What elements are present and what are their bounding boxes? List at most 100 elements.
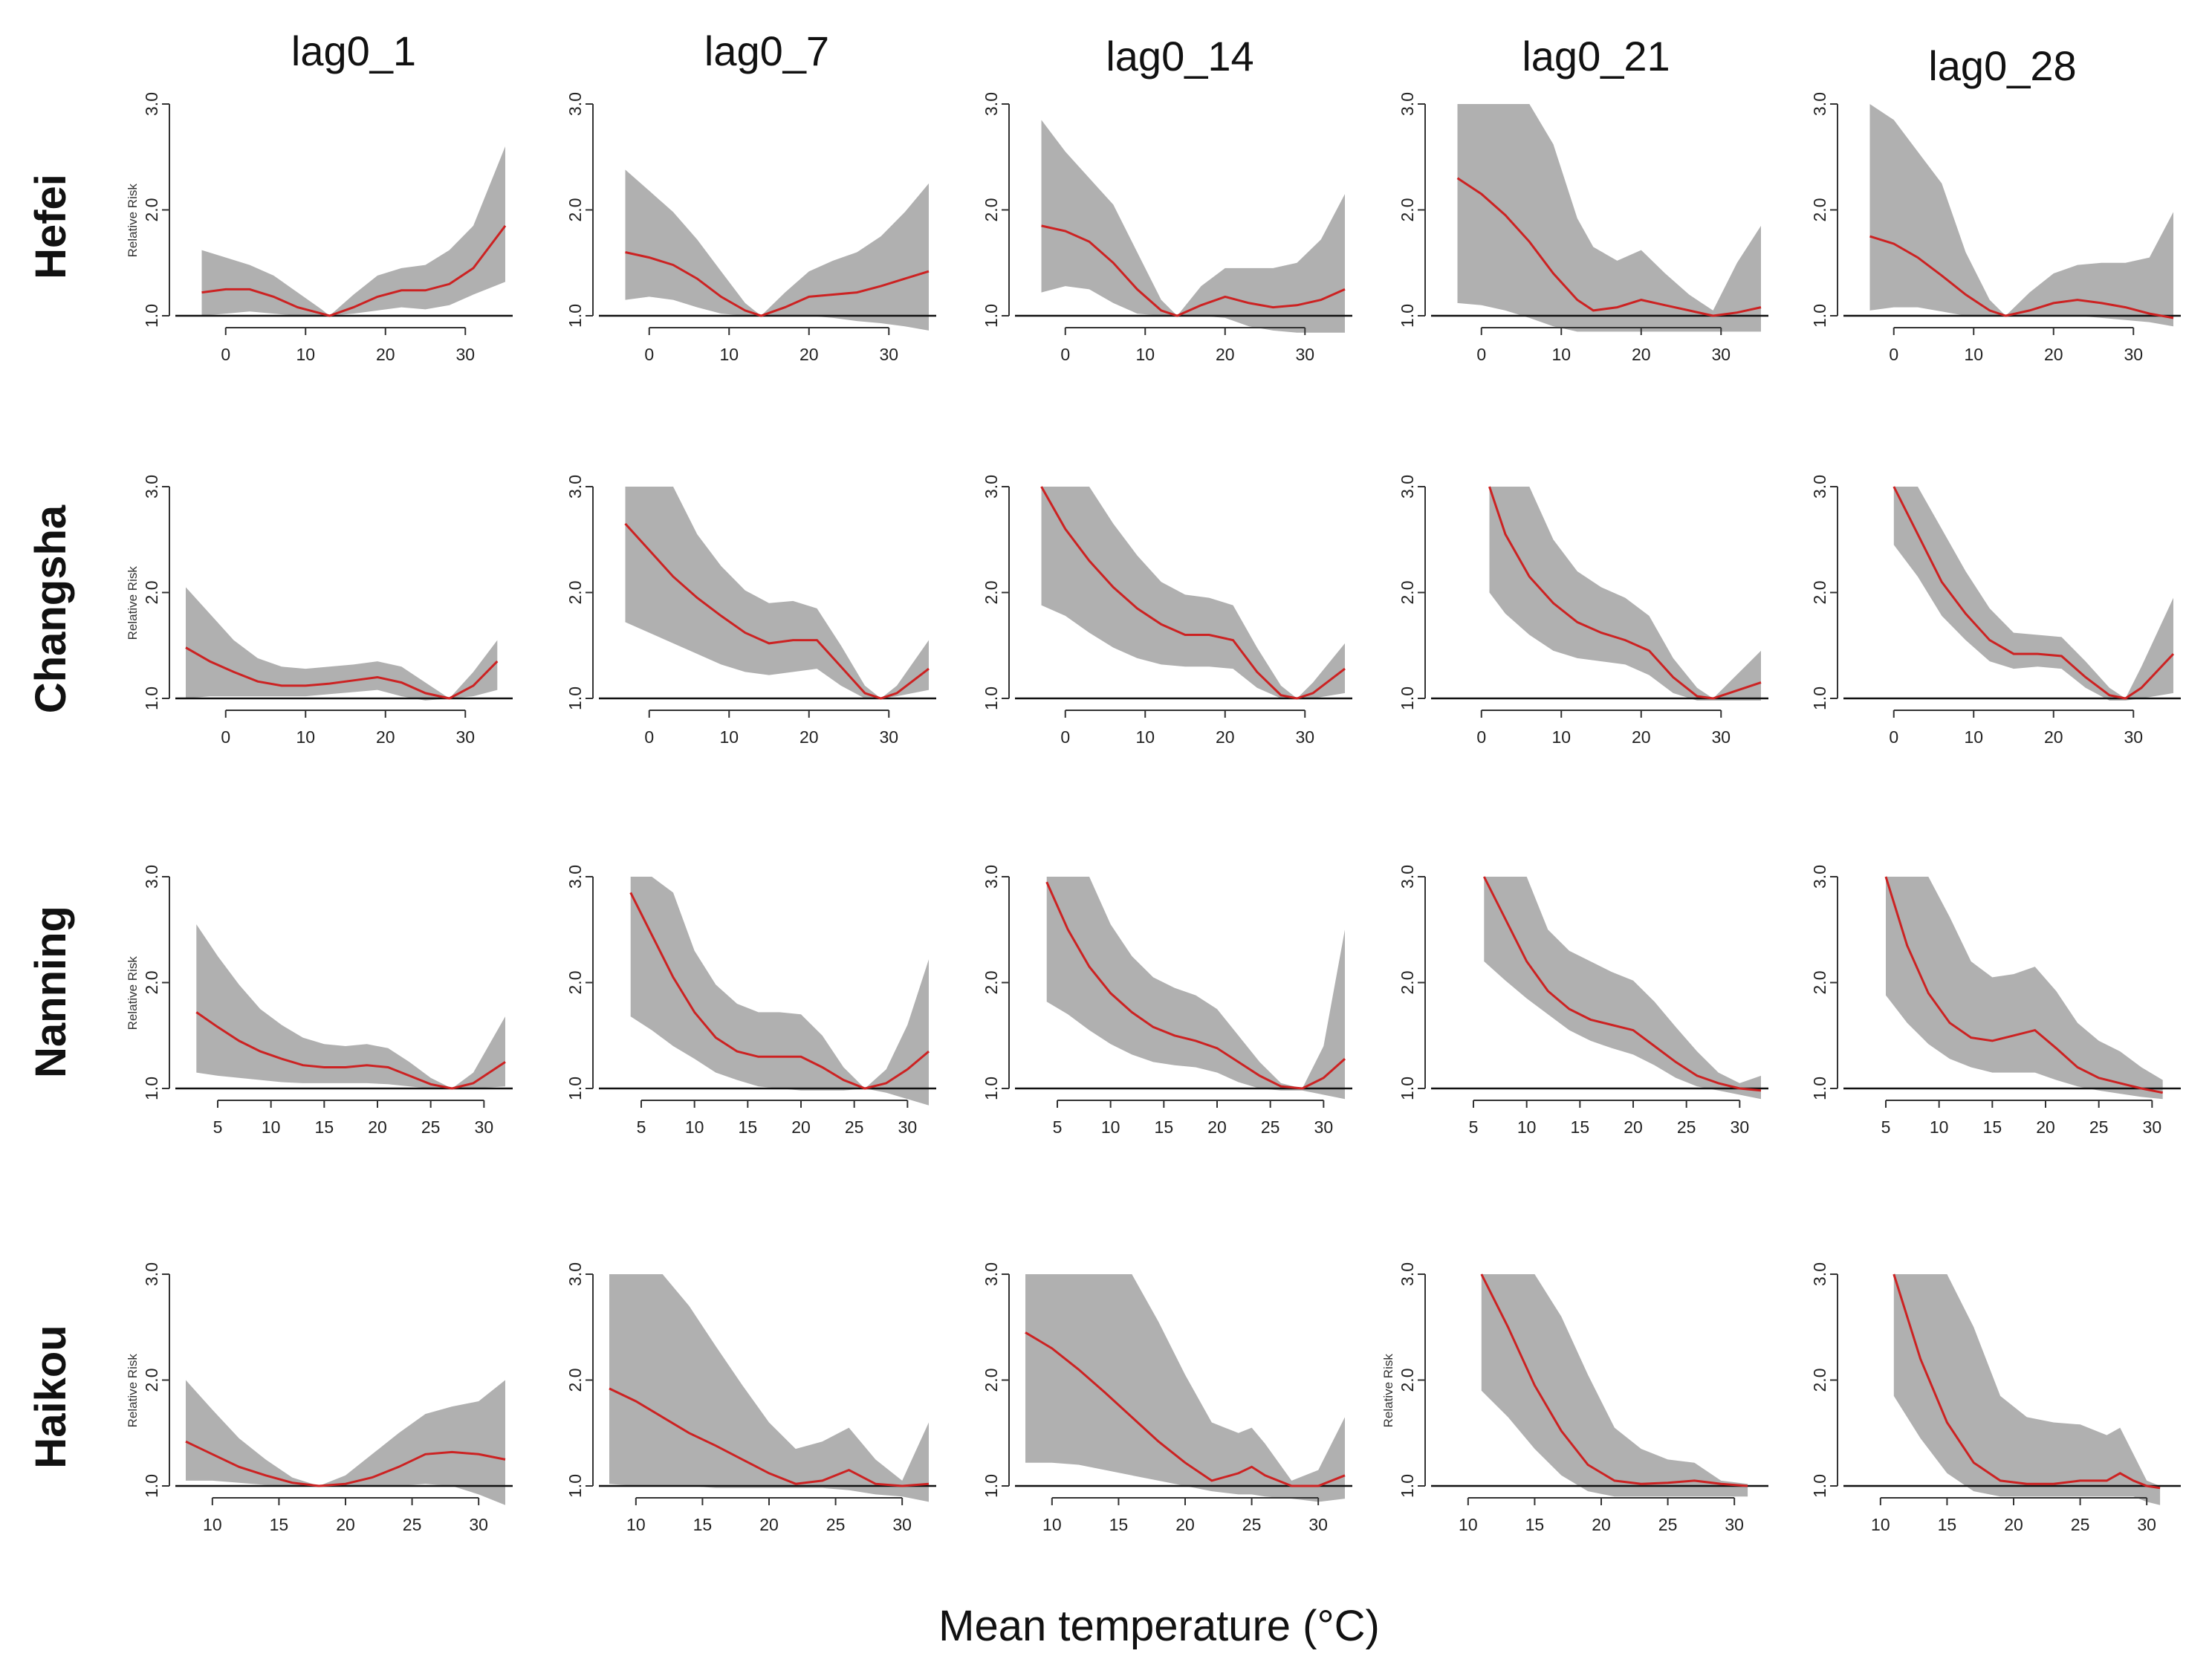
y-axis-label: Relative Risk (126, 956, 140, 1031)
panel-changsha-lag0-14: 1.0 2.0 3.0 0 10 20 30 (982, 475, 1352, 747)
panel-changsha-lag0-7: 1.0 2.0 3.0 0 10 20 30 (565, 475, 936, 747)
y-tick-label: 3.0 (982, 92, 1001, 116)
x-tick-label: 30 (1731, 1117, 1750, 1137)
y-tick-label: 1.0 (1810, 687, 1829, 710)
y-tick-label: 3.0 (565, 865, 585, 889)
x-tick-label: 25 (1677, 1117, 1696, 1137)
x-tick-label: 15 (1571, 1117, 1590, 1137)
x-tick-label: 30 (1314, 1117, 1334, 1137)
y-tick-label: 1.0 (1810, 1474, 1829, 1498)
x-tick-label: 0 (1476, 345, 1486, 364)
panel-nanning-lag0-7: 1.0 2.0 3.0 5 10 15 20 25 30 (565, 865, 936, 1137)
x-tick-label: 20 (1216, 727, 1235, 747)
x-tick-label: 0 (1889, 345, 1898, 364)
y-tick-label: 3.0 (1810, 475, 1829, 499)
y-tick-label: 2.0 (142, 581, 161, 605)
x-tick-label: 30 (1295, 345, 1314, 364)
panel-nanning-lag0-21: 1.0 2.0 3.0 5 10 15 20 25 30 (1398, 865, 1768, 1137)
x-tick-label: 5 (1469, 1117, 1479, 1137)
x-tick-label: 10 (1551, 345, 1571, 364)
confidence-band (201, 146, 505, 316)
y-tick-label: 2.0 (565, 1369, 585, 1392)
relative-risk-curve (629, 892, 930, 1090)
x-tick-label: 20 (759, 1515, 779, 1534)
x-tick-label: 10 (1930, 1117, 1949, 1137)
relative-risk-curve (1884, 876, 2163, 1094)
x-tick-label: 5 (213, 1117, 223, 1137)
y-tick-label: 2.0 (1810, 581, 1829, 605)
x-tick-label: 10 (1551, 727, 1571, 747)
y-tick-label: 2.0 (1398, 1369, 1417, 1392)
y-tick-label: 1.0 (142, 304, 161, 328)
panel-changsha-lag0-21: 1.0 2.0 3.0 0 10 20 30 (1398, 475, 1768, 747)
relative-risk-curve (624, 522, 930, 700)
y-tick-label: 1.0 (1398, 304, 1417, 328)
y-axis-label: Relative Risk (126, 184, 140, 258)
y-axis-label: Relative Risk (126, 566, 140, 640)
y-tick-label: 3.0 (1398, 1262, 1417, 1286)
confidence-band (186, 587, 498, 701)
confidence-band (1893, 1274, 2161, 1505)
y-tick-label: 1.0 (1810, 1077, 1829, 1100)
y-axis-label: Relative Risk (1381, 1354, 1395, 1428)
panel-changsha-lag0-1: 1.0 2.0 3.0 Relative Risk 0 10 20 30 (126, 475, 513, 747)
relative-risk-curve (1488, 486, 1762, 700)
x-tick-label: 10 (626, 1515, 646, 1534)
x-tick-label: 30 (1711, 345, 1731, 364)
panel-hefei-lag0-21: 1.0 2.0 3.0 0 10 20 30 (1398, 92, 1768, 364)
y-tick-label: 2.0 (1810, 198, 1829, 222)
y-tick-label: 1.0 (565, 304, 585, 328)
x-tick-label: 15 (1109, 1515, 1129, 1534)
x-tick-label: 20 (1632, 727, 1651, 747)
x-tick-label: 10 (1964, 345, 1983, 364)
x-tick-label: 15 (1155, 1117, 1174, 1137)
confidence-band (1041, 487, 1345, 698)
x-tick-label: 20 (800, 727, 819, 747)
column-title-lag0-21: lag0_21 (1522, 33, 1670, 79)
x-tick-label: 10 (1135, 727, 1155, 747)
panel-hefei-lag0-28: 1.0 2.0 3.0 0 10 20 30 (1810, 92, 2181, 364)
row-title-haikou: Haikou (27, 1325, 75, 1468)
x-tick-label: 10 (1135, 345, 1155, 364)
y-tick-label: 3.0 (565, 475, 585, 499)
x-tick-label: 20 (2044, 727, 2063, 747)
x-tick-label: 10 (203, 1515, 222, 1534)
y-tick-label: 1.0 (1810, 304, 1829, 328)
y-tick-label: 1.0 (142, 1077, 161, 1100)
x-tick-label: 10 (296, 345, 315, 364)
y-tick-label: 2.0 (1810, 971, 1829, 995)
y-tick-label: 1.0 (1398, 687, 1417, 710)
x-tick-label: 10 (1459, 1515, 1478, 1534)
x-tick-label: 10 (719, 727, 739, 747)
x-tick-label: 10 (1517, 1117, 1537, 1137)
x-tick-label: 5 (1881, 1117, 1891, 1137)
x-tick-label: 30 (1711, 727, 1731, 747)
x-tick-label: 30 (2124, 727, 2143, 747)
x-tick-label: 20 (1175, 1515, 1195, 1534)
y-tick-label: 3.0 (982, 865, 1001, 889)
x-tick-label: 15 (739, 1117, 758, 1137)
y-tick-label: 1.0 (1398, 1474, 1417, 1498)
x-tick-label: 10 (719, 345, 739, 364)
x-tick-label: 20 (368, 1117, 387, 1137)
relative-risk-curve (1869, 235, 2174, 319)
relative-risk-curve (1892, 1273, 2161, 1490)
relative-risk-curve (1456, 177, 1762, 317)
confidence-band (1481, 1274, 1748, 1497)
y-tick-label: 3.0 (565, 92, 585, 116)
y-tick-label: 2.0 (1398, 581, 1417, 605)
row-title-changsha: Changsha (27, 504, 75, 713)
y-tick-label: 1.0 (565, 1077, 585, 1100)
relative-risk-curve (201, 224, 507, 317)
x-tick-label: 20 (2004, 1515, 2023, 1534)
x-tick-label: 15 (270, 1515, 289, 1534)
x-tick-label: 20 (800, 345, 819, 364)
confidence-band (1041, 120, 1345, 333)
x-tick-label: 30 (469, 1515, 488, 1534)
x-tick-label: 20 (2036, 1117, 2055, 1137)
x-tick-label: 15 (1525, 1515, 1545, 1534)
x-tick-label: 30 (455, 345, 475, 364)
y-tick-label: 3.0 (1398, 865, 1417, 889)
x-tick-label: 20 (1632, 345, 1651, 364)
x-tick-label: 20 (376, 345, 395, 364)
